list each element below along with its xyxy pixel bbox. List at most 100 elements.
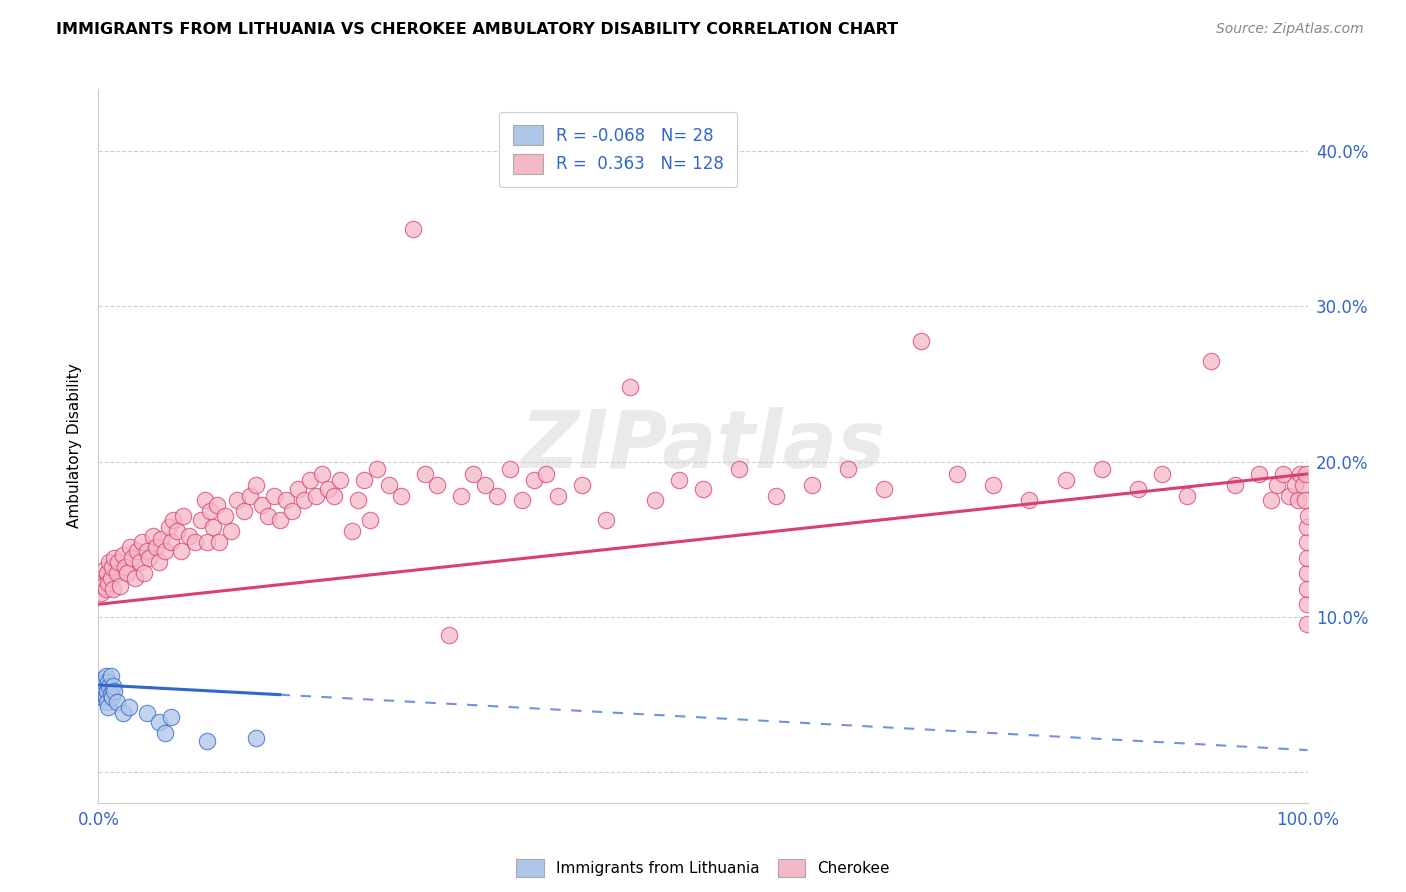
Point (91, 687, 114, 701)
Point (179, 529, 201, 543)
Point (205, 498, 228, 512)
Point (311, 467, 333, 481)
Point (91, 690, 114, 705)
Point (571, 477, 593, 491)
Point (873, 483, 896, 497)
Point (728, 462, 751, 476)
Point (765, 489, 787, 503)
Point (437, 628, 460, 642)
Point (287, 483, 309, 497)
Point (221, 524, 243, 539)
Point (97, 674, 120, 689)
Point (360, 513, 382, 527)
Point (523, 473, 546, 487)
Point (668, 473, 690, 487)
Point (93, 680, 115, 694)
Point (413, 467, 436, 481)
Point (214, 508, 236, 523)
Point (107, 555, 129, 569)
Point (166, 524, 188, 539)
Point (153, 726, 176, 740)
Point (100, 560, 122, 574)
Point (281, 504, 304, 518)
Point (142, 529, 165, 543)
Point (127, 544, 149, 558)
Point (111, 548, 134, 562)
Point (1278, 489, 1301, 503)
Point (510, 493, 533, 508)
Point (692, 483, 714, 497)
Point (450, 489, 472, 503)
Point (981, 477, 1004, 491)
Point (98, 680, 121, 694)
Point (97, 575, 120, 590)
Point (93, 563, 115, 577)
Point (1249, 467, 1271, 481)
Point (910, 334, 932, 348)
Point (1296, 550, 1319, 565)
Point (547, 489, 569, 503)
Point (1292, 477, 1315, 491)
Point (103, 550, 125, 565)
Point (1267, 477, 1289, 491)
Point (1296, 535, 1319, 549)
Text: IMMIGRANTS FROM LITHUANIA VS CHEROKEE AMBULATORY DISABILITY CORRELATION CHART: IMMIGRANTS FROM LITHUANIA VS CHEROKEE AM… (56, 22, 898, 37)
Point (1295, 597, 1317, 611)
Point (1296, 508, 1319, 523)
Point (1296, 582, 1319, 596)
Point (1295, 617, 1317, 632)
Point (226, 493, 249, 508)
Point (157, 519, 180, 533)
Point (1223, 477, 1246, 491)
Point (946, 467, 969, 481)
Y-axis label: Ambulatory Disability: Ambulatory Disability (67, 364, 83, 528)
Point (1286, 493, 1309, 508)
Point (184, 535, 207, 549)
Point (800, 477, 823, 491)
Point (148, 555, 170, 569)
Point (138, 550, 160, 565)
Point (114, 560, 136, 574)
Point (96, 684, 118, 698)
Point (837, 462, 859, 476)
Point (90, 684, 112, 698)
Point (160, 710, 183, 724)
Point (90, 586, 112, 600)
Point (118, 699, 141, 714)
Point (91, 579, 114, 593)
Point (245, 731, 267, 745)
Point (91, 672, 114, 686)
Point (117, 566, 139, 581)
Point (150, 532, 173, 546)
Point (619, 380, 641, 394)
Point (534, 467, 557, 481)
Point (121, 550, 143, 565)
Point (194, 493, 217, 508)
Point (402, 222, 425, 236)
Text: Source: ZipAtlas.com: Source: ZipAtlas.com (1216, 22, 1364, 37)
Point (323, 489, 346, 503)
Point (1296, 566, 1319, 581)
Point (105, 695, 128, 709)
Point (347, 493, 370, 508)
Point (1175, 489, 1198, 503)
Point (96, 695, 118, 709)
Point (245, 477, 267, 491)
Point (1199, 353, 1222, 368)
Point (145, 540, 167, 554)
Point (292, 493, 315, 508)
Point (256, 508, 278, 523)
Point (160, 535, 183, 549)
Point (1152, 467, 1174, 481)
Point (128, 555, 150, 569)
Point (1284, 477, 1306, 491)
Point (195, 535, 218, 549)
Point (100, 571, 122, 585)
Point (91, 680, 114, 694)
Point (135, 544, 157, 558)
Point (486, 489, 509, 503)
Point (389, 489, 412, 503)
Point (98, 555, 121, 569)
Point (100, 690, 122, 705)
Point (353, 473, 375, 487)
